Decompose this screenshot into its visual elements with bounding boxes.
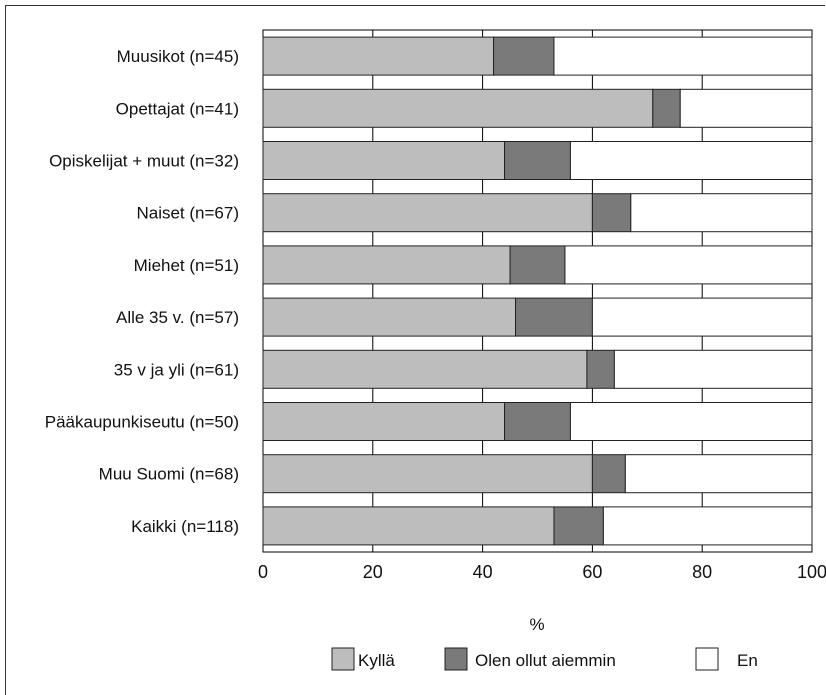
bar-0-8 xyxy=(262,454,593,494)
bar-0-3 xyxy=(262,193,593,233)
category-label-0: Muusikot (n=45) xyxy=(117,47,239,66)
category-label-2: Opiskelijat + muut (n=32) xyxy=(49,152,239,171)
legend-swatch-1 xyxy=(444,647,468,671)
category-label-5: Alle 35 v. (n=57) xyxy=(116,308,239,327)
x-axis-title: % xyxy=(529,615,544,634)
category-labels: Muusikot (n=45) Opettajat (n=41) Opiskelij… xyxy=(45,47,239,536)
x-tick-label-4: 80 xyxy=(692,562,712,582)
bar-1-0 xyxy=(493,36,555,76)
bar-2-1 xyxy=(679,88,813,128)
category-label-3: Naiset (n=67) xyxy=(136,204,239,223)
legend-label-0: Kyllä xyxy=(358,651,395,670)
bar-1-4 xyxy=(509,245,566,285)
plot-border xyxy=(262,29,813,553)
category-label-1: Opettajat (n=41) xyxy=(116,99,239,118)
category-label-9: Kaikki (n=118) xyxy=(131,517,239,536)
bar-2-0 xyxy=(553,36,813,76)
bar-2-7 xyxy=(569,402,813,441)
bar-1-3 xyxy=(591,193,632,233)
bar-1-7 xyxy=(504,402,571,441)
bar-2-8 xyxy=(624,454,813,494)
bar-2-9 xyxy=(602,506,813,546)
chart-frame xyxy=(5,5,825,695)
bar-0-5 xyxy=(262,297,517,337)
bar-0-4 xyxy=(262,245,511,285)
bar-0-2 xyxy=(262,141,506,180)
category-label-4: Miehet (n=51) xyxy=(134,256,239,275)
category-label-8: Muu Suomi (n=68) xyxy=(99,465,239,484)
bar-0-1 xyxy=(262,88,654,128)
bar-2-6 xyxy=(613,349,813,389)
bar-0-0 xyxy=(262,36,495,76)
bar-2-2 xyxy=(569,141,813,180)
legend-swatch-0 xyxy=(331,647,355,671)
bar-0-7 xyxy=(262,402,506,441)
bar-2-5 xyxy=(591,297,813,337)
bars xyxy=(262,36,813,546)
x-tick-label-5: 100 xyxy=(797,562,826,582)
legend-label-1: Olen ollut aiemmin xyxy=(475,651,616,670)
bar-0-9 xyxy=(262,506,555,546)
x-tick-label-3: 60 xyxy=(582,562,602,582)
legend: Kyllä Olen ollut aiemmin En xyxy=(331,647,758,671)
category-label-6: 35 v ja yli (n=61) xyxy=(114,360,239,379)
legend-swatch-2 xyxy=(695,647,719,671)
bar-1-2 xyxy=(504,141,571,180)
x-tick-labels: 0 20 40 60 80 100 xyxy=(258,562,826,582)
x-tick-label-0: 0 xyxy=(258,562,268,582)
bar-1-5 xyxy=(515,297,593,337)
bar-1-9 xyxy=(553,506,604,546)
bar-1-6 xyxy=(586,349,615,389)
bar-2-3 xyxy=(630,193,813,233)
x-tick-label-2: 40 xyxy=(473,562,493,582)
legend-label-2: En xyxy=(737,651,758,670)
category-label-7: Pääkaupunkiseutu (n=50) xyxy=(45,413,239,432)
bar-2-4 xyxy=(564,245,813,285)
x-tick-label-1: 20 xyxy=(363,562,383,582)
bar-1-1 xyxy=(652,88,681,128)
bar-0-6 xyxy=(262,349,588,389)
bar-1-8 xyxy=(591,454,626,494)
